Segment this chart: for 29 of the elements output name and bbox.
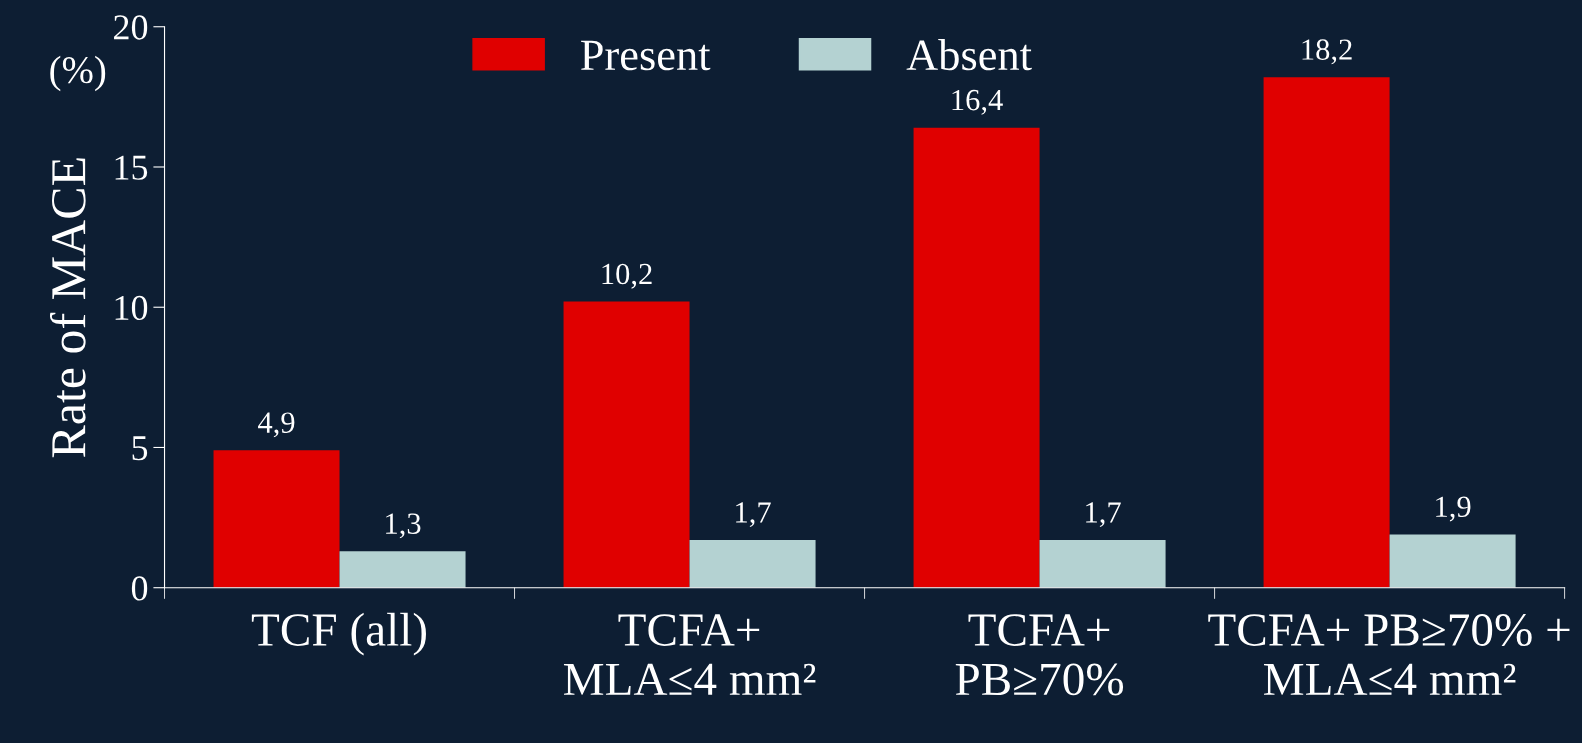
- data-label: 1,3: [386, 513, 421, 539]
- data-label: 4,9: [258, 412, 295, 438]
- x-tick-label: TCFA+ PB≥70%: [955, 614, 1124, 696]
- y-tick-label: 10: [115, 295, 148, 321]
- data-label: 1,7: [736, 502, 771, 528]
- data-label: 16,4: [952, 89, 1003, 115]
- bar: [339, 551, 466, 588]
- text: (%): [50, 55, 106, 92]
- bar: [1389, 534, 1516, 588]
- bar: [689, 540, 816, 588]
- legend-label: Present: [581, 40, 711, 71]
- y-tick-label: 20: [114, 15, 148, 40]
- x-tick-label: TCFA+ PB≥70% + MLA≤4 mm²: [1208, 614, 1570, 695]
- legend-label: Absent: [906, 38, 1032, 71]
- bar: [563, 301, 690, 588]
- y-axis-title: Rate of MACE: [49, 158, 86, 458]
- y-tick-label: 5: [132, 436, 148, 461]
- bar: [213, 450, 340, 588]
- data-label: 1,9: [1436, 496, 1471, 522]
- data-label: 1,7: [1086, 502, 1121, 528]
- bar: [913, 127, 1040, 588]
- x-tick-label: TCFA+ MLA≤4 mm²: [563, 614, 816, 695]
- y-tick-label: 0: [131, 576, 148, 601]
- bar: [1263, 77, 1390, 588]
- y-tick-label: 15: [115, 155, 148, 180]
- data-label: 18,2: [1302, 39, 1352, 65]
- data-label: 10,2: [602, 263, 652, 289]
- bar: [1039, 540, 1166, 588]
- x-tick-label: TCF (all): [251, 612, 426, 656]
